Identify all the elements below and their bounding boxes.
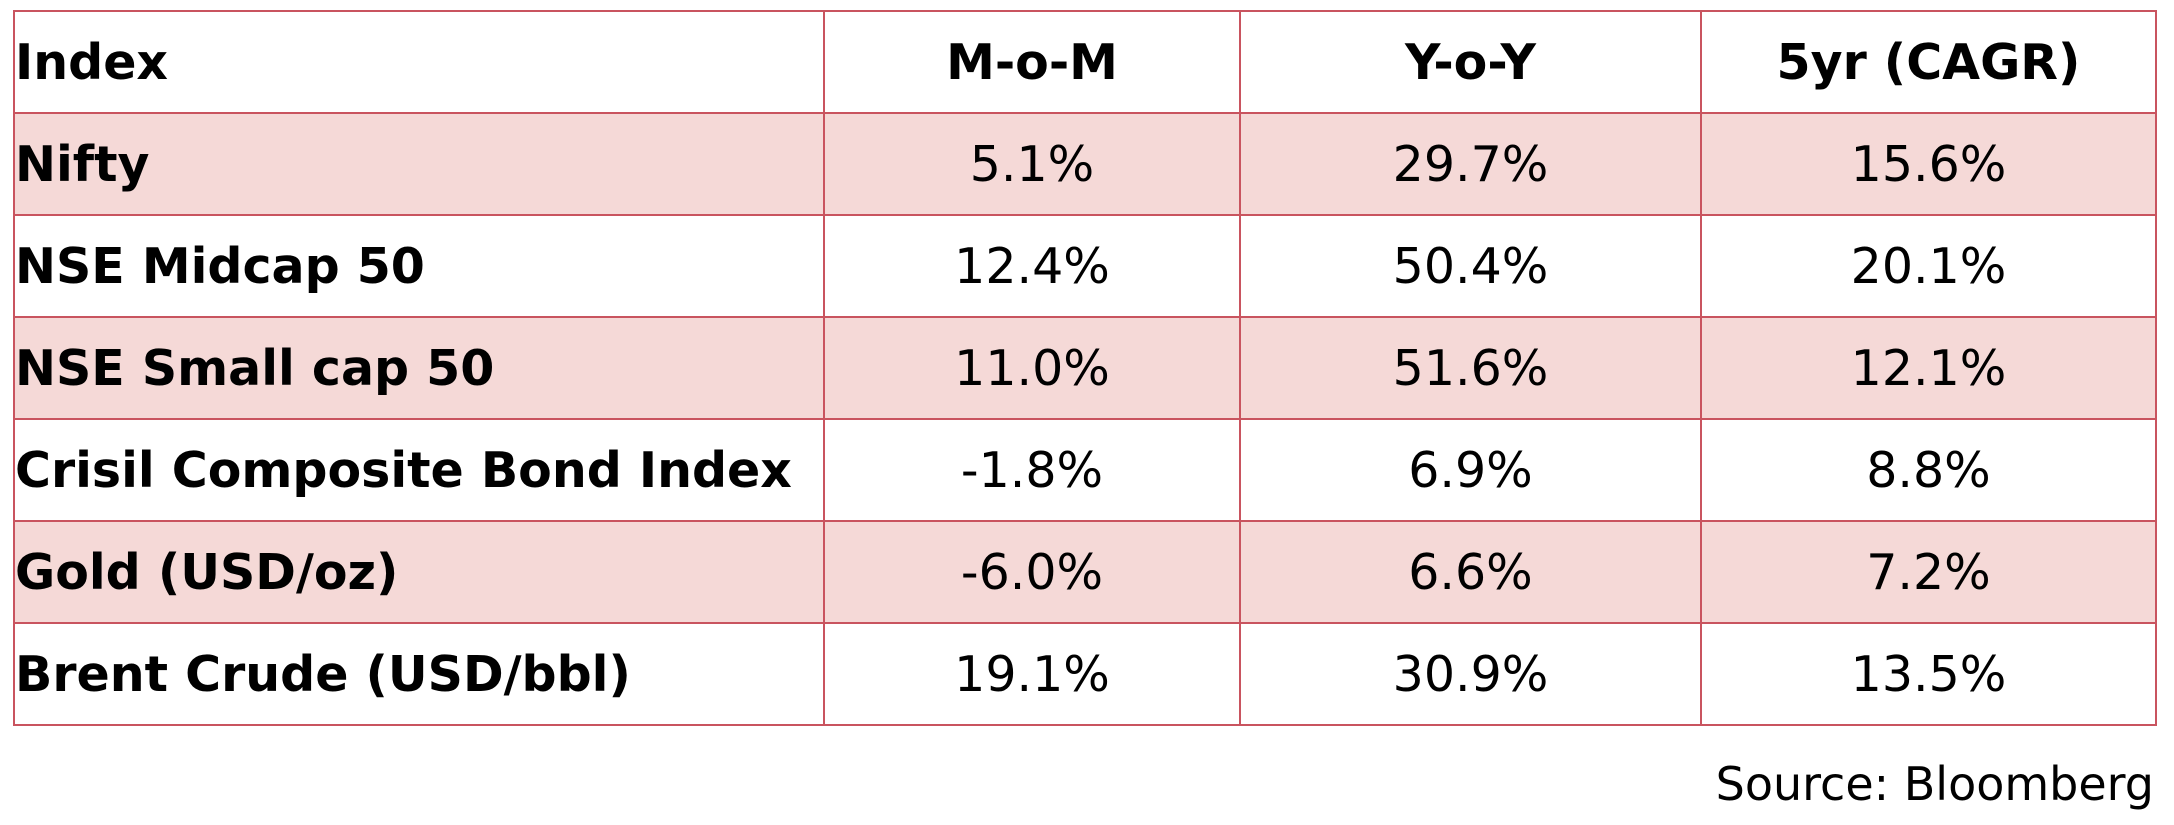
column-header-5yr-cagr: 5yr (CAGR)	[1700, 10, 2157, 114]
index-name-cell: Crisil Composite Bond Index	[13, 418, 825, 522]
index-name-cell: Gold (USD/oz)	[13, 520, 825, 624]
cagr-cell: 8.8%	[1700, 418, 2157, 522]
yoy-cell: 30.9%	[1239, 622, 1702, 726]
index-name-cell: NSE Midcap 50	[13, 214, 825, 318]
yoy-cell: 50.4%	[1239, 214, 1702, 318]
yoy-cell: 29.7%	[1239, 112, 1702, 216]
index-name-cell: Brent Crude (USD/bbl)	[13, 622, 825, 726]
mom-cell: -6.0%	[823, 520, 1241, 624]
mom-cell: 19.1%	[823, 622, 1241, 726]
table-row: Nifty 5.1% 29.7% 15.6%	[13, 112, 2157, 216]
table-header-row: Index M-o-M Y-o-Y 5yr (CAGR)	[13, 10, 2157, 114]
yoy-cell: 6.9%	[1239, 418, 1702, 522]
yoy-cell: 51.6%	[1239, 316, 1702, 420]
source-note: Source: Bloomberg	[1715, 757, 2154, 811]
cagr-cell: 13.5%	[1700, 622, 2157, 726]
table-row: Brent Crude (USD/bbl) 19.1% 30.9% 13.5%	[13, 622, 2157, 726]
cagr-cell: 15.6%	[1700, 112, 2157, 216]
column-header-yoy: Y-o-Y	[1239, 10, 1702, 114]
index-name-cell: Nifty	[13, 112, 825, 216]
table-row: Crisil Composite Bond Index -1.8% 6.9% 8…	[13, 418, 2157, 522]
mom-cell: -1.8%	[823, 418, 1241, 522]
cagr-cell: 7.2%	[1700, 520, 2157, 624]
cagr-cell: 20.1%	[1700, 214, 2157, 318]
cagr-cell: 12.1%	[1700, 316, 2157, 420]
table-row: NSE Small cap 50 11.0% 51.6% 12.1%	[13, 316, 2157, 420]
column-header-index: Index	[13, 10, 825, 114]
table-row: NSE Midcap 50 12.4% 50.4% 20.1%	[13, 214, 2157, 318]
table-row: Gold (USD/oz) -6.0% 6.6% 7.2%	[13, 520, 2157, 624]
index-name-cell: NSE Small cap 50	[13, 316, 825, 420]
index-performance-table: Index M-o-M Y-o-Y 5yr (CAGR) Nifty 5.1% …	[13, 10, 2157, 726]
yoy-cell: 6.6%	[1239, 520, 1702, 624]
mom-cell: 12.4%	[823, 214, 1241, 318]
mom-cell: 11.0%	[823, 316, 1241, 420]
mom-cell: 5.1%	[823, 112, 1241, 216]
column-header-mom: M-o-M	[823, 10, 1241, 114]
